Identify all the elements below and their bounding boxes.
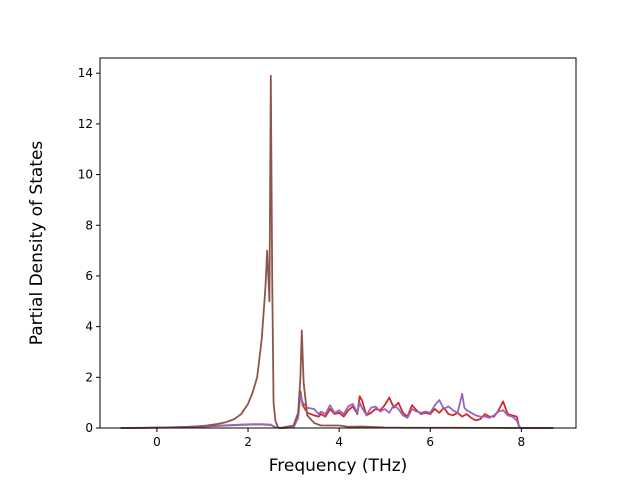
y-tick-label: 12: [78, 117, 93, 131]
x-tick-label: 2: [244, 435, 252, 449]
y-tick-label: 0: [85, 421, 93, 435]
plot-frame: [99, 57, 577, 429]
y-tick-label: 6: [85, 269, 93, 283]
series-line-1: [120, 390, 554, 429]
y-tick-label: 8: [85, 218, 93, 232]
y-tick-label: 14: [78, 66, 93, 80]
series-layer: [120, 74, 554, 429]
y-tick-label: 2: [85, 370, 93, 384]
x-axis-label: Frequency (THz): [269, 456, 408, 476]
series-line-2: [120, 392, 554, 429]
series-line-3: [120, 74, 554, 429]
x-tick-label: 4: [335, 435, 343, 449]
y-tick-label: 10: [78, 168, 93, 182]
y-axis-label: Partial Density of States: [27, 141, 47, 346]
y-tick-label: 4: [85, 320, 93, 334]
x-tick-label: 0: [153, 435, 161, 449]
y-ticks: 0 2 4 6 8 10 12 14: [78, 66, 100, 435]
x-ticks: 0 2 4 6 8: [153, 428, 525, 449]
x-tick-label: 8: [518, 435, 526, 449]
x-tick-label: 6: [426, 435, 434, 449]
